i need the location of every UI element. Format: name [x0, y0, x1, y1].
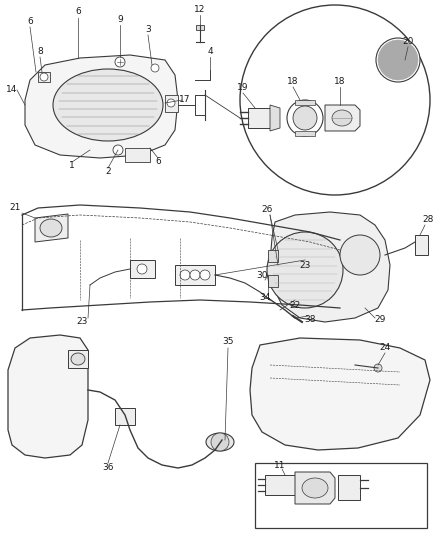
Polygon shape — [325, 105, 360, 131]
Text: 34: 34 — [259, 294, 271, 303]
Text: 18: 18 — [334, 77, 346, 86]
Text: 20: 20 — [403, 37, 413, 46]
Circle shape — [376, 38, 420, 82]
Circle shape — [40, 73, 48, 81]
Circle shape — [384, 46, 412, 74]
Circle shape — [340, 235, 380, 275]
FancyBboxPatch shape — [255, 463, 427, 528]
Text: 8: 8 — [37, 47, 43, 56]
Text: 26: 26 — [261, 206, 273, 214]
Polygon shape — [268, 250, 278, 262]
Text: 19: 19 — [237, 84, 249, 93]
Circle shape — [293, 106, 317, 130]
Text: 6: 6 — [27, 18, 33, 27]
Text: 29: 29 — [374, 316, 386, 325]
Circle shape — [287, 100, 323, 136]
Circle shape — [240, 5, 430, 195]
Polygon shape — [35, 214, 68, 242]
Polygon shape — [175, 265, 215, 285]
Polygon shape — [196, 25, 204, 30]
Text: 14: 14 — [6, 85, 18, 94]
Text: 23: 23 — [76, 318, 88, 327]
Ellipse shape — [206, 433, 234, 451]
Text: 21: 21 — [9, 204, 21, 213]
Polygon shape — [115, 408, 135, 425]
Polygon shape — [268, 275, 278, 287]
Polygon shape — [125, 148, 150, 162]
Text: 6: 6 — [75, 7, 81, 17]
Text: 17: 17 — [179, 95, 191, 104]
Text: 22: 22 — [290, 301, 300, 310]
Text: 38: 38 — [304, 316, 316, 325]
Ellipse shape — [40, 219, 62, 237]
Polygon shape — [68, 350, 88, 368]
Text: 24: 24 — [379, 343, 391, 352]
Polygon shape — [250, 338, 430, 450]
Text: 11: 11 — [274, 461, 286, 470]
Text: 28: 28 — [422, 215, 434, 224]
Ellipse shape — [302, 478, 328, 498]
Polygon shape — [165, 95, 178, 112]
Circle shape — [200, 270, 210, 280]
Polygon shape — [295, 472, 335, 504]
Polygon shape — [38, 72, 50, 82]
Text: 23: 23 — [299, 261, 311, 270]
Text: 9: 9 — [117, 15, 123, 25]
Circle shape — [267, 232, 343, 308]
Text: 12: 12 — [194, 5, 206, 14]
Polygon shape — [248, 108, 270, 128]
Circle shape — [167, 99, 175, 107]
Circle shape — [151, 64, 159, 72]
Text: 4: 4 — [207, 47, 213, 56]
Circle shape — [378, 40, 418, 80]
Text: 6: 6 — [155, 157, 161, 166]
Circle shape — [180, 270, 190, 280]
Polygon shape — [270, 212, 390, 322]
Circle shape — [113, 145, 123, 155]
Ellipse shape — [332, 110, 352, 126]
Circle shape — [115, 57, 125, 67]
Text: 3: 3 — [145, 26, 151, 35]
Circle shape — [374, 364, 382, 372]
Text: 2: 2 — [105, 167, 111, 176]
Polygon shape — [25, 55, 178, 158]
Text: 35: 35 — [222, 337, 234, 346]
Text: 18: 18 — [287, 77, 299, 86]
Polygon shape — [130, 260, 155, 278]
Polygon shape — [295, 100, 315, 105]
Polygon shape — [8, 335, 88, 458]
Circle shape — [137, 264, 147, 274]
Circle shape — [190, 270, 200, 280]
Ellipse shape — [53, 69, 163, 141]
Ellipse shape — [71, 353, 85, 365]
Polygon shape — [415, 235, 428, 255]
Text: 36: 36 — [102, 464, 114, 472]
Polygon shape — [295, 131, 315, 136]
Text: 30: 30 — [256, 271, 268, 279]
Circle shape — [211, 433, 229, 451]
Polygon shape — [270, 105, 280, 131]
Polygon shape — [338, 475, 360, 500]
Text: 1: 1 — [69, 160, 75, 169]
Polygon shape — [265, 475, 295, 495]
